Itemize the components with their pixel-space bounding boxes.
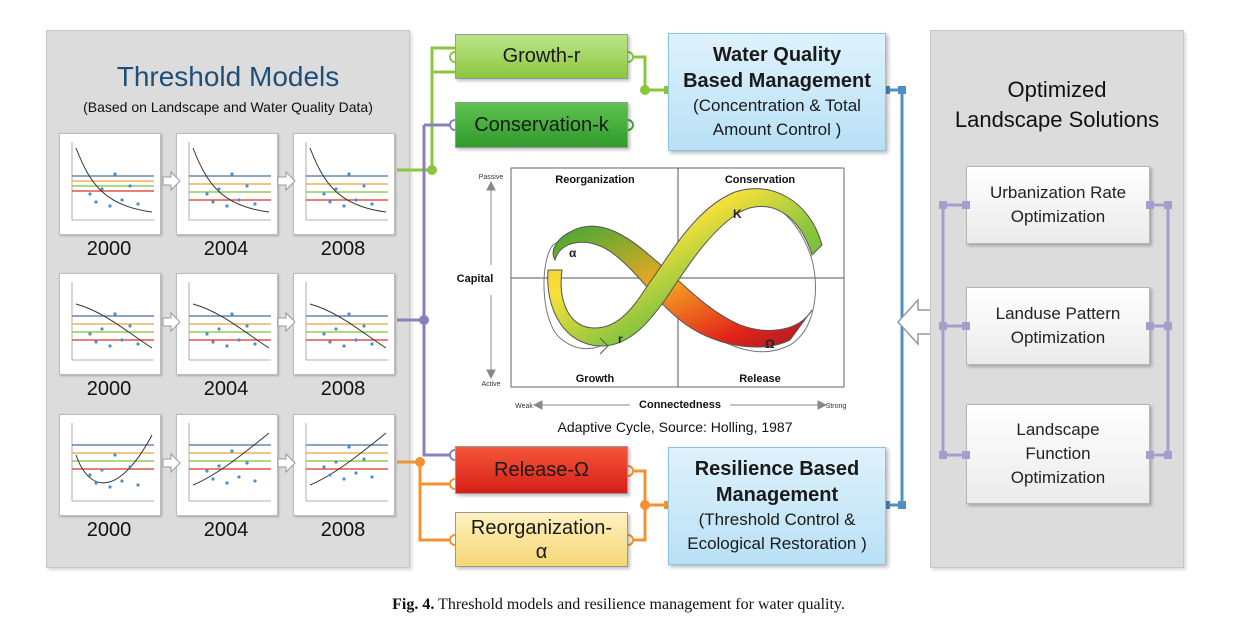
water-quality-management-box: Water Quality Based Management (Concentr… [668,33,886,151]
quadrant-reorganization: Reorganization [555,174,635,186]
capital-axis-label: Capital [457,273,494,285]
threshold-plot-thumbnail [59,273,161,375]
year-label: 2004 [203,238,249,260]
landscape-function-optimization-box: Landscape Function Optimization [966,404,1150,504]
release-omega-label: Release-Ω [494,458,589,481]
adaptive-cycle-diagram: Reorganization Conservation Growth Relea… [457,167,847,411]
conservation-k-box: Conservation-k [455,102,628,148]
rb-desc-2: Ecological Restoration ) [687,534,867,553]
reorganization-alpha-label-2: α [535,540,548,563]
wq-desc-2: Amount Control ) [712,120,842,139]
threshold-plot-thumbnail [59,133,161,235]
threshold-plot-graphic [188,142,271,221]
year-label: 2000 [86,378,132,400]
figure-caption: Fig. 4. Threshold models and resilience … [0,596,1237,614]
wq-desc-1: (Concentration & Total [693,96,861,115]
landuse-pattern-optimization-box: Landuse Pattern Optimization [966,287,1150,365]
threshold-plot-graphic [188,282,271,361]
rb-desc-1: (Threshold Control & [698,510,856,529]
capital-passive-label: Passive [479,174,504,181]
threshold-plot-graphic [188,423,271,502]
year-label: 2008 [320,238,366,260]
resilience-management-box: Resilience Based Management (Threshold C… [668,447,886,565]
k-symbol: K [733,207,742,221]
omega-symbol: Ω [765,337,775,351]
threshold-plot-thumbnail [293,133,395,235]
threshold-plot-thumbnail [293,414,395,516]
reorganization-alpha-label-1: Reorganization- [470,516,613,539]
capital-active-label: Active [481,381,500,388]
growth-r-label: Growth-r [502,45,581,67]
conservation-k-label: Conservation-k [474,113,609,136]
threshold-models-subtitle: (Based on Landscape and Water Quality Da… [83,99,373,115]
threshold-plot-graphic [71,282,154,361]
alpha-symbol: α [569,246,577,260]
figure-caption-label: Fig. 4. [392,596,435,613]
threshold-plot-graphic [71,142,154,221]
quadrant-release: Release [739,373,781,385]
wq-title-2: Based Management [683,70,871,92]
rb-title-1: Resilience Based [694,458,860,480]
quadrant-conservation: Conservation [725,174,796,186]
threshold-plot-graphic [305,142,388,221]
wq-title-1: Water Quality [712,44,842,66]
connectedness-axis-label: Connectedness [639,399,721,411]
optimized-title-1: Optimized [1007,77,1107,102]
r-symbol: r [618,332,623,346]
connectedness-weak-label: Weak [515,403,533,410]
year-label: 2008 [320,378,366,400]
year-label: 2004 [203,519,249,541]
year-label: 2000 [86,519,132,541]
reorganization-alpha-box: Reorganization- α [455,512,628,567]
connectedness-strong-label: Strong [826,403,847,410]
threshold-plot-thumbnail [293,273,395,375]
year-label: 2004 [203,378,249,400]
threshold-plot-thumbnail [59,414,161,516]
optimized-title-2: Landscape Solutions [954,107,1160,132]
quadrant-growth: Growth [576,373,615,385]
growth-r-box: Growth-r [455,34,628,79]
threshold-plot-thumbnail [176,273,278,375]
figure-caption-text: Threshold models and resilience manageme… [438,596,845,613]
year-label: 2008 [320,519,366,541]
year-label: 2000 [86,238,132,260]
threshold-plot-graphic [305,282,388,361]
rb-title-2: Management [715,484,839,506]
release-omega-box: Release-Ω [455,446,628,494]
threshold-models-title: Threshold Models [116,61,340,92]
threshold-plot-graphic [305,423,388,502]
threshold-plot-graphic [71,423,154,502]
adaptive-cycle-caption: Adaptive Cycle, Source: Holling, 1987 [557,419,793,435]
